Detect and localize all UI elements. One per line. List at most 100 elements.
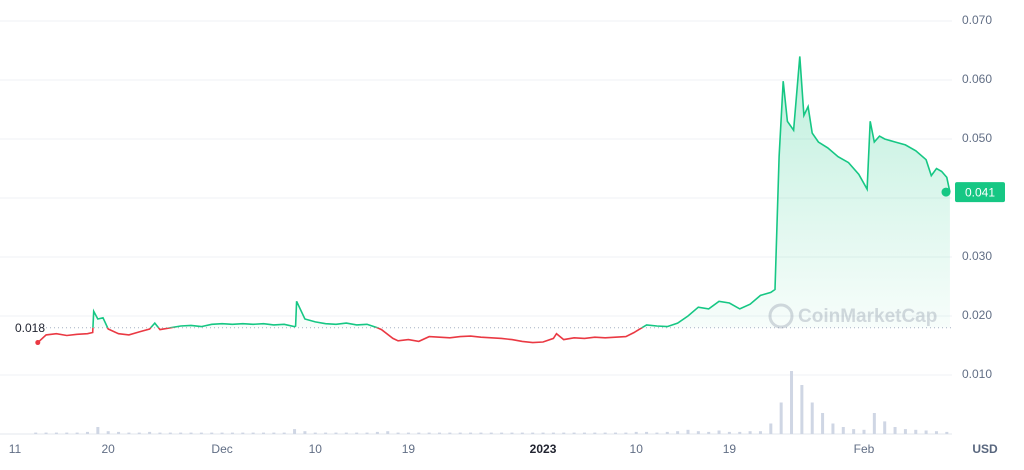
volume-bar xyxy=(438,432,442,434)
volume-bar xyxy=(738,431,742,434)
volume-bar xyxy=(75,432,79,434)
x-tick-label: Dec xyxy=(211,442,232,456)
volume-bar xyxy=(790,371,794,434)
volume-bar xyxy=(148,431,152,434)
volume-bar xyxy=(324,432,328,434)
x-tick-label: 11 xyxy=(9,442,22,456)
x-tick-label: 10 xyxy=(309,442,323,456)
watermark-text: CoinMarketCap xyxy=(798,306,937,327)
volume-bar xyxy=(448,432,452,434)
x-tick-label: Feb xyxy=(854,442,875,456)
volume-bar xyxy=(541,432,545,434)
price-area xyxy=(92,56,950,328)
volume-bar xyxy=(841,427,845,434)
volume-bar xyxy=(34,432,38,434)
volume-bar xyxy=(168,432,172,434)
volume-bar xyxy=(717,430,721,434)
volume-bar xyxy=(614,432,618,434)
volume-bar xyxy=(117,431,121,434)
volume-bar xyxy=(634,431,638,434)
volume-bar xyxy=(531,432,535,434)
x-tick-label: 20 xyxy=(102,442,116,456)
volume-bar xyxy=(551,432,555,434)
volume-bar xyxy=(852,429,856,434)
volume-bar xyxy=(624,432,628,434)
volume-bar xyxy=(469,432,473,434)
volume-bar xyxy=(510,432,514,434)
volume-bar xyxy=(85,431,89,434)
volume-bar xyxy=(261,432,265,434)
volume-bar xyxy=(831,423,835,434)
volume-bar xyxy=(934,431,938,434)
y-tick-label: 0.010 xyxy=(962,367,992,381)
volume-bar xyxy=(158,432,162,434)
price-line-up xyxy=(92,56,951,328)
volume-bar xyxy=(676,431,680,434)
volume-bar xyxy=(862,429,866,434)
volume-bar xyxy=(520,432,524,434)
current-dot xyxy=(941,187,951,197)
reference-label: 0.018 xyxy=(15,321,45,335)
volume-bar xyxy=(883,421,887,434)
volume-bar xyxy=(210,432,214,434)
watermark: CoinMarketCap xyxy=(768,303,937,329)
volume-bar xyxy=(769,423,773,434)
volume-bar xyxy=(727,431,731,434)
volume-bar xyxy=(655,432,659,434)
y-tick-label: 0.060 xyxy=(962,72,992,86)
volume-bar xyxy=(924,430,928,434)
volume-bar xyxy=(872,413,876,434)
volume-bar xyxy=(593,432,597,434)
volume-bar xyxy=(562,432,566,434)
volume-bar xyxy=(282,432,286,434)
volume-bar xyxy=(748,431,752,434)
volume-bar xyxy=(334,432,338,434)
volume-bar xyxy=(303,431,307,434)
volume-bar xyxy=(54,432,58,434)
volume-bar xyxy=(696,431,700,434)
volume-bar xyxy=(500,432,504,434)
volume-bar xyxy=(313,432,317,434)
volume-bar xyxy=(127,432,131,434)
currency-label: USD xyxy=(972,442,998,456)
volume-bar xyxy=(365,432,369,434)
y-tick-label: 0.030 xyxy=(962,249,992,263)
volume-bar xyxy=(344,432,348,434)
volume-bar xyxy=(914,429,918,434)
volume-bar xyxy=(179,432,183,434)
volume-bar xyxy=(189,432,193,434)
volume-bar xyxy=(489,432,493,434)
current-price-label: 0.041 xyxy=(965,185,995,199)
volume-bar xyxy=(137,432,141,434)
volume-bar xyxy=(665,431,669,434)
volume-bar xyxy=(65,432,69,434)
volume-bar xyxy=(903,429,907,434)
volume-bar xyxy=(645,431,649,434)
volume-bar xyxy=(893,427,897,434)
volume-bar xyxy=(251,432,255,434)
volume-bar xyxy=(44,432,48,434)
volume-bar xyxy=(199,432,203,434)
x-tick-label: 10 xyxy=(630,442,644,456)
volume-bar xyxy=(821,413,825,434)
start-dot xyxy=(35,340,41,346)
volume-bar xyxy=(386,431,390,434)
volume-bar xyxy=(241,432,245,434)
volume-bar xyxy=(427,432,431,434)
volume-bar xyxy=(572,432,576,434)
volume-bar xyxy=(96,427,100,434)
volume-bar xyxy=(582,432,586,434)
volume-bar xyxy=(355,432,359,434)
volume-bar xyxy=(945,431,949,434)
volume-bar xyxy=(479,432,483,434)
x-tick-label: 19 xyxy=(402,442,416,456)
volume-bar xyxy=(106,431,110,434)
x-tick-label: 2023 xyxy=(530,442,557,456)
volume-bar xyxy=(396,432,400,434)
volume-bar xyxy=(458,432,462,434)
y-tick-label: 0.050 xyxy=(962,131,992,145)
volume-bar xyxy=(220,432,224,434)
volume-bar xyxy=(293,429,297,434)
volume-bar xyxy=(758,431,762,434)
